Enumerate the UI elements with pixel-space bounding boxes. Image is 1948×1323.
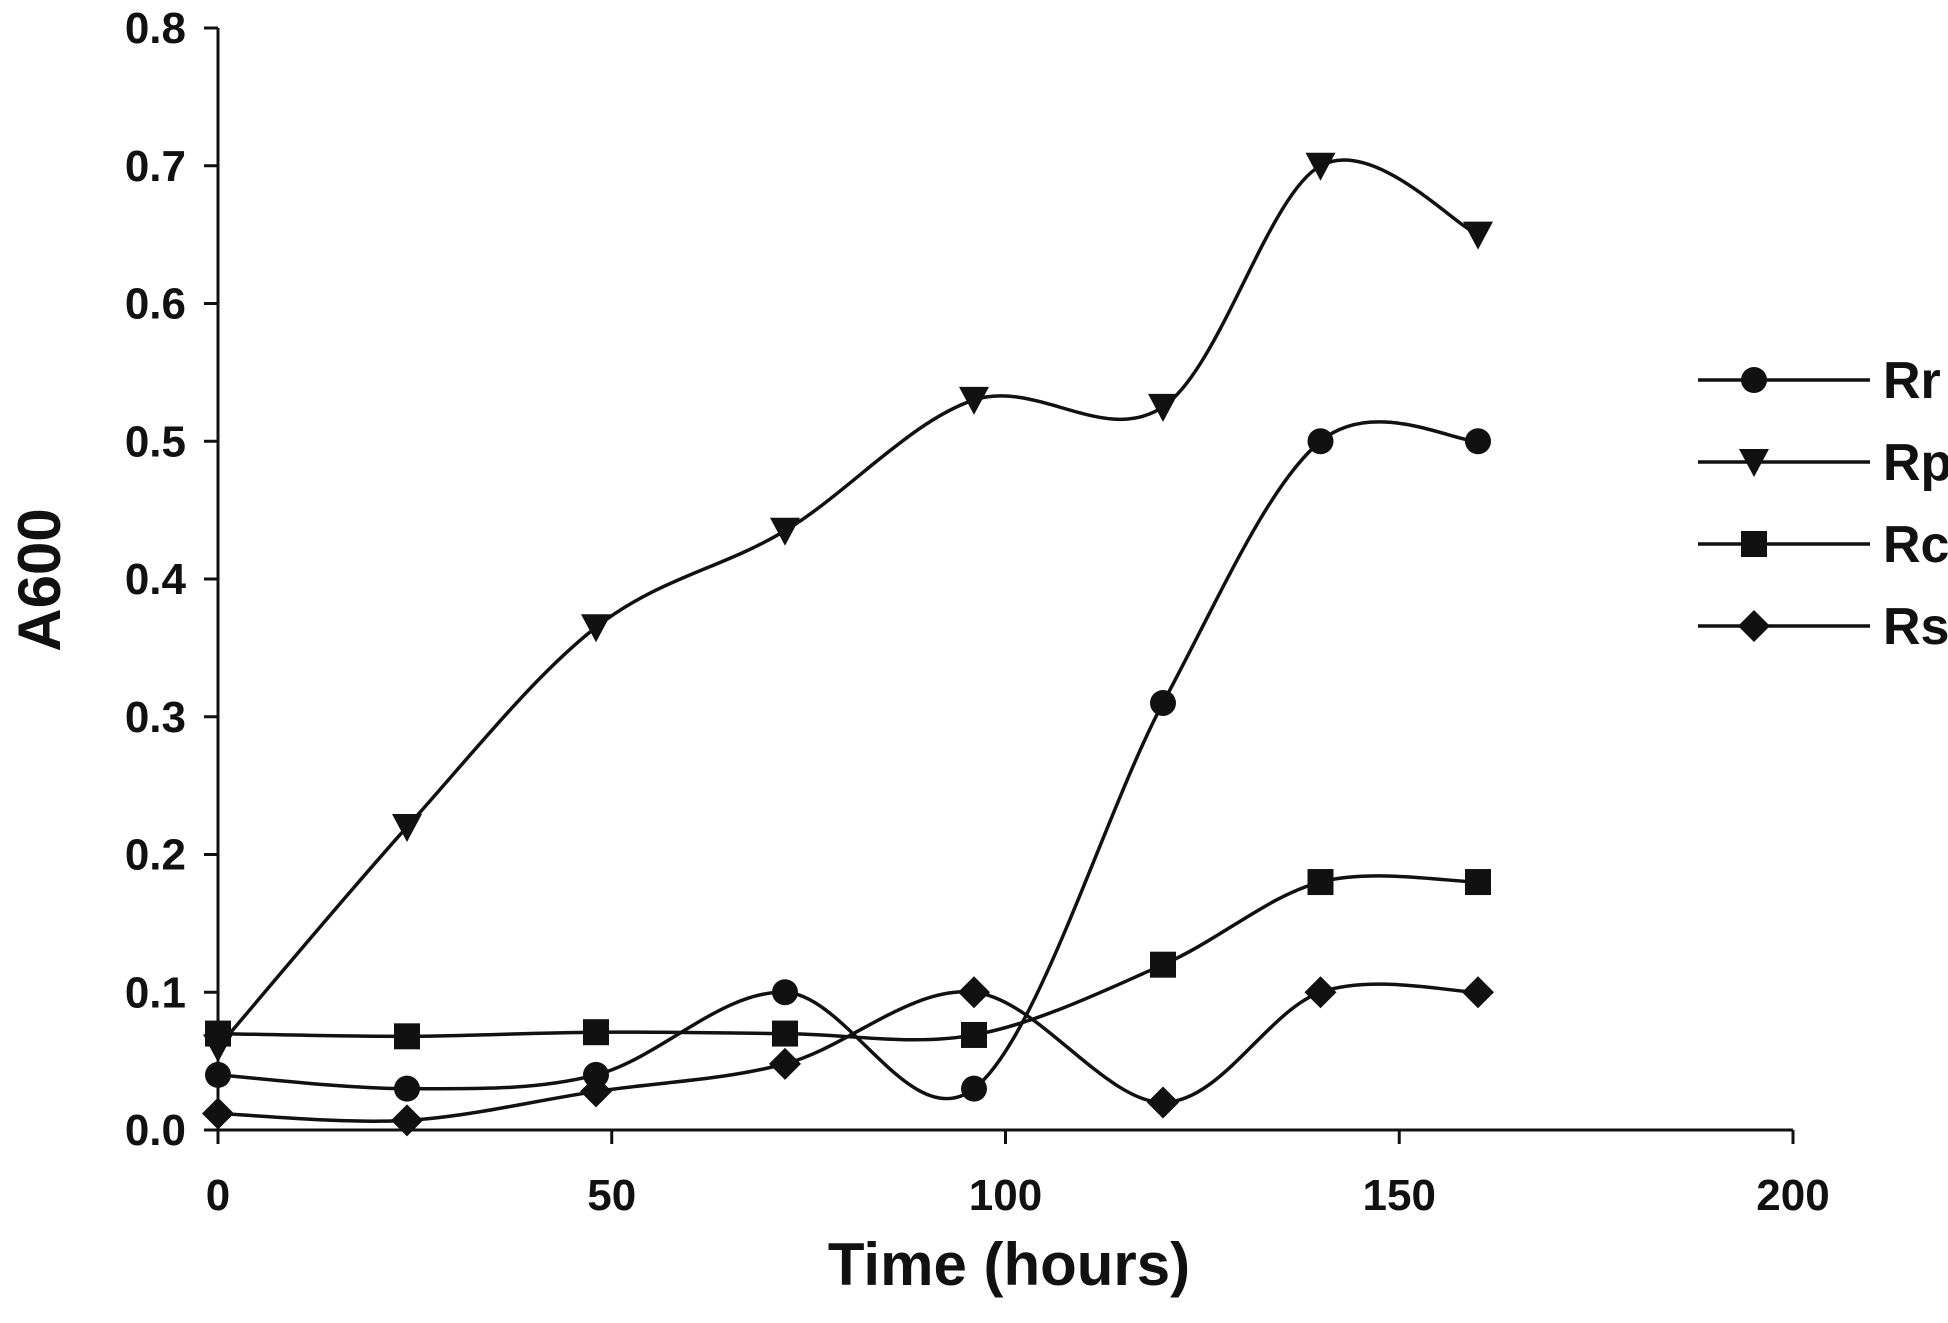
legend-marker-rr (1741, 367, 1767, 393)
y-tick-label: 0.1 (125, 968, 186, 1017)
data-point-rr (1465, 428, 1491, 455)
x-tick-label: 0 (206, 1171, 230, 1220)
legend-item-rr: Rr (1698, 352, 1941, 410)
data-point-rr (205, 1061, 231, 1088)
data-point-rc (1307, 869, 1334, 896)
x-tick-label: 100 (969, 1171, 1042, 1220)
series-rr (205, 420, 1491, 1102)
series-line-rp (216, 158, 1479, 1049)
series-rp (203, 152, 1493, 1063)
legend-label-rs: Rs (1883, 598, 1948, 656)
data-point-rr (583, 1061, 609, 1088)
data-point-rp (392, 813, 422, 842)
legend-marker-rs (1738, 610, 1770, 642)
data-point-rc (205, 1020, 231, 1047)
data-point-rs (958, 976, 990, 1009)
series-lines (202, 152, 1494, 1137)
series-line-rc (217, 874, 1479, 1042)
series-rs (202, 976, 1494, 1137)
data-point-rs (202, 1097, 234, 1130)
y-axis-title: A600 (6, 508, 73, 651)
data-point-rp (770, 517, 800, 546)
x-tick-label: 50 (587, 1171, 636, 1220)
data-point-rs (1304, 976, 1337, 1009)
data-point-rp (1305, 152, 1336, 181)
legend-marker-rc (1741, 531, 1767, 557)
data-point-rp (959, 386, 989, 415)
data-point-rr (772, 979, 798, 1006)
series-line-rs (217, 982, 1479, 1123)
legend-label-rr: Rr (1883, 352, 1941, 410)
data-point-rp (1463, 221, 1493, 250)
x-tick-label: 150 (1363, 1171, 1436, 1220)
data-point-rs (769, 1047, 801, 1080)
data-point-rr (394, 1075, 420, 1102)
legend-item-rs: Rs (1698, 598, 1948, 656)
data-point-rc (1150, 951, 1176, 978)
data-point-rc (772, 1020, 798, 1047)
data-point-rc (394, 1023, 420, 1050)
data-point-rc (583, 1019, 609, 1046)
y-tick-label: 0.7 (125, 142, 186, 191)
legend-item-rc: Rc (1698, 516, 1948, 574)
data-point-rr (961, 1075, 987, 1102)
data-point-rp (581, 614, 611, 643)
data-point-rr (1307, 428, 1334, 455)
y-tick-label: 0.6 (125, 280, 186, 329)
y-tick-label: 0.8 (125, 4, 186, 53)
y-tick-label: 0.2 (125, 831, 186, 880)
data-point-rs (1462, 976, 1494, 1009)
data-point-rc (1465, 869, 1491, 896)
legend: Rr Rp Rc Rs (1698, 352, 1948, 656)
legend-item-rp: Rp (1698, 434, 1948, 492)
series-line-rr (217, 420, 1479, 1101)
legend-label-rc: Rc (1883, 516, 1948, 574)
data-point-rr (1150, 689, 1176, 716)
axes: 0.0 0.1 0.2 0.3 0.4 0.5 0.6 0.7 0.8 0 50 100 150 200 (125, 4, 1830, 1220)
data-point-rs (391, 1104, 423, 1137)
data-point-rc (961, 1021, 987, 1048)
data-point-rp (1148, 393, 1178, 422)
legend-label-rp: Rp (1883, 434, 1948, 492)
y-tick-label: 0.4 (125, 555, 187, 604)
x-tick-label: 200 (1756, 1171, 1829, 1220)
y-tick-label: 0.0 (125, 1106, 186, 1155)
y-tick-label: 0.3 (125, 693, 186, 742)
y-tick-label: 0.5 (125, 417, 186, 466)
series-rc (205, 869, 1491, 1050)
data-point-rs (580, 1075, 612, 1108)
x-axis-title: Time (hours) (828, 1231, 1190, 1298)
legend-marker-rp (1739, 449, 1769, 477)
data-point-rs (1147, 1086, 1179, 1119)
